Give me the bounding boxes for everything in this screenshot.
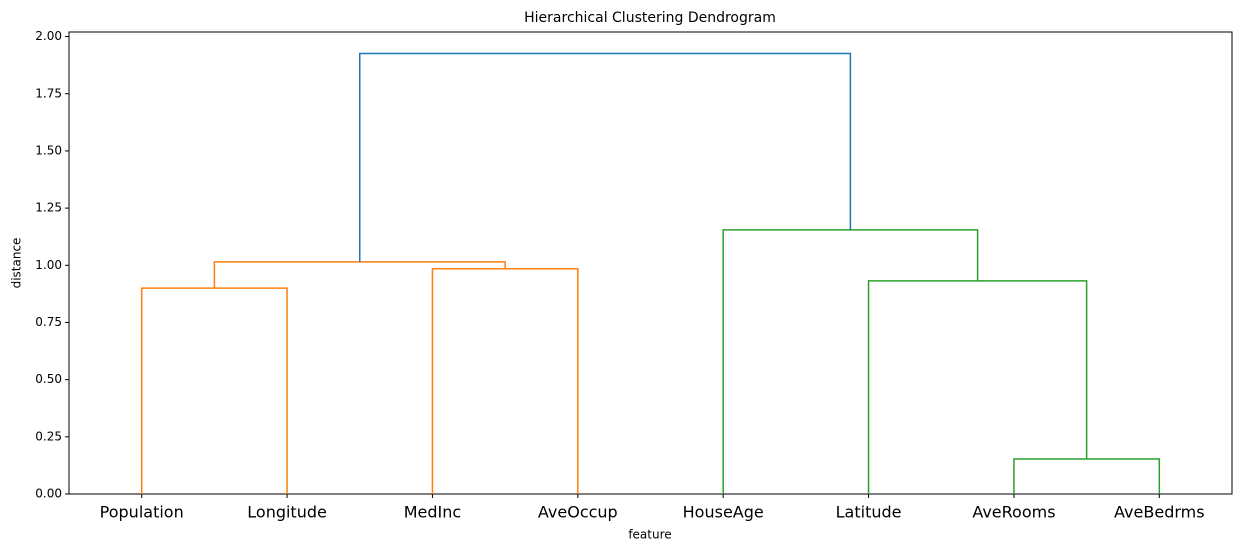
plot-frame	[68, 31, 1233, 495]
y-tick-label: 0.50	[35, 372, 62, 386]
chart-title: Hierarchical Clustering Dendrogram	[524, 10, 776, 26]
leaf-label: AveRooms	[972, 503, 1055, 522]
dendrogram-link	[867, 280, 1088, 494]
x-axis-label: feature	[628, 528, 671, 542]
dendrogram-link	[431, 267, 579, 494]
y-tick-label: 1.25	[35, 201, 62, 215]
dendrogram-link	[1013, 458, 1161, 494]
leaf-label: Population	[100, 503, 184, 522]
dendrogram-link	[722, 229, 979, 494]
y-tick-label: 1.75	[35, 86, 62, 100]
y-tick-label: 1.00	[35, 258, 62, 272]
y-tick-label: 0.75	[35, 315, 62, 329]
dendrogram-link	[140, 287, 288, 494]
leaf-label: AveOccup	[538, 503, 618, 522]
leaf-label: MedInc	[404, 503, 461, 522]
dendrogram-link	[213, 261, 506, 289]
leaf-label: AveBedrms	[1114, 503, 1205, 522]
y-tick-label: 0.00	[35, 487, 62, 501]
leaf-label: Latitude	[836, 503, 902, 522]
leaf-label: Longitude	[247, 503, 327, 522]
dendrogram-link	[359, 52, 852, 262]
y-axis-label: distance	[10, 238, 24, 289]
y-tick-label: 2.00	[35, 29, 62, 43]
y-tick-label: 0.25	[35, 429, 62, 443]
y-tick-label: 1.50	[35, 143, 62, 157]
leaf-label: HouseAge	[683, 503, 764, 522]
